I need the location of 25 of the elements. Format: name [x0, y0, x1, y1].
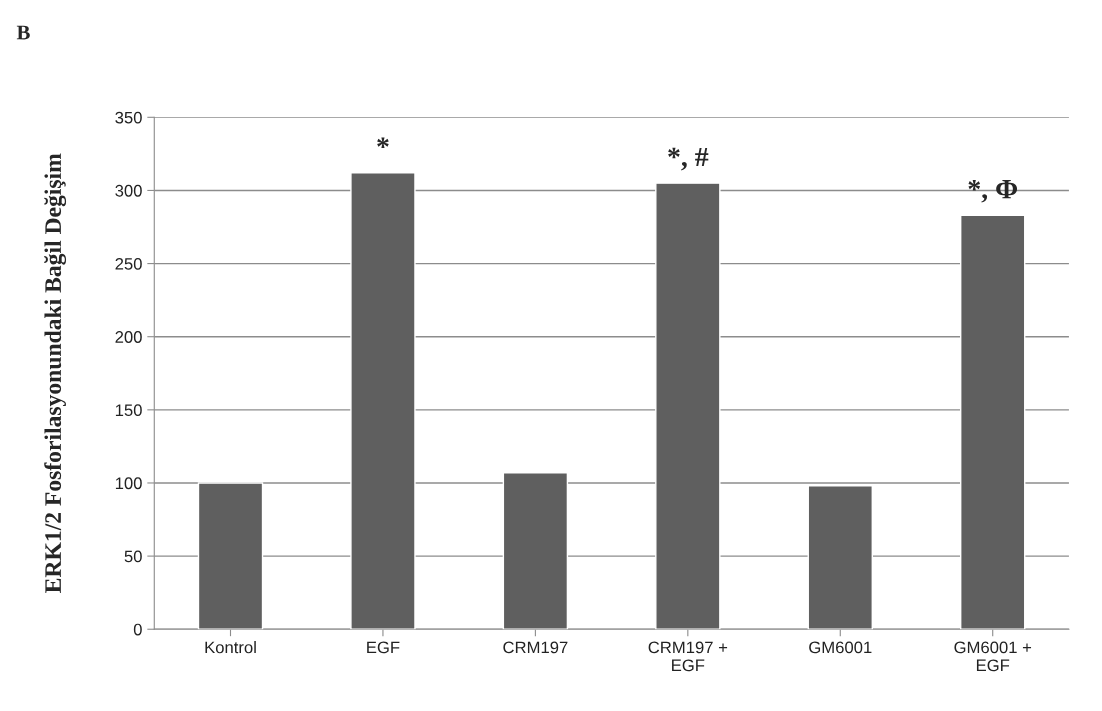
bar: [960, 214, 1026, 630]
text: B: [16, 25, 30, 40]
y-tick-label: 250: [115, 257, 142, 270]
y-tick-label: 100: [115, 477, 142, 490]
y-axis-title: ERK1/2 Fosforilasyonundaki Bağil Değişim: [44, 153, 67, 593]
bar: [350, 172, 416, 630]
bar: [197, 482, 264, 630]
bar: [655, 182, 721, 630]
y-tick-label: 50: [124, 550, 142, 563]
bar: [807, 485, 873, 630]
x-tick-label: GM6001: [809, 641, 872, 654]
bar: [502, 472, 569, 630]
x-tick-label: Kontrol: [205, 641, 256, 654]
x-tick-label: CRM197: [503, 641, 568, 654]
y-tick-label: 300: [115, 184, 142, 197]
y-tick-label: 200: [115, 331, 142, 343]
y-tick-label: 150: [115, 404, 142, 417]
annotation: *, #: [668, 147, 709, 171]
y-tick-label: 350: [115, 111, 142, 124]
annotation: *, Φ: [968, 179, 1018, 203]
x-tick-label: GM6001 + EGF: [954, 641, 1032, 672]
x-tick-label: CRM197 + EGF: [648, 641, 728, 672]
x-tick-label: EGF: [367, 641, 400, 654]
annotation: *: [377, 137, 389, 149]
y-tick-label: 0: [133, 623, 142, 636]
